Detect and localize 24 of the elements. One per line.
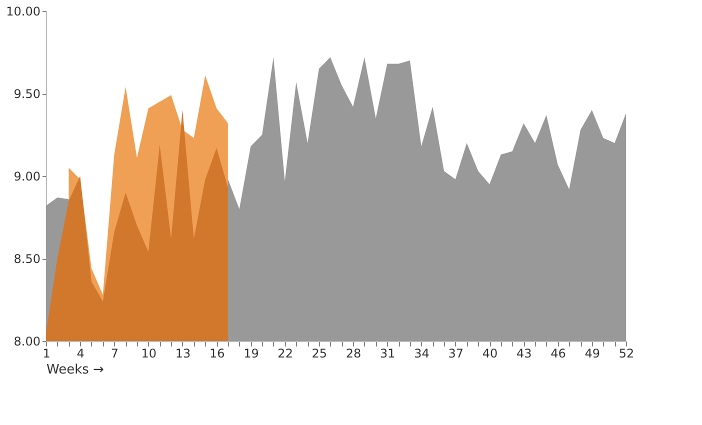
x-tick-label: 16 [209,346,225,360]
y-tick-label: 8.00 [14,334,40,348]
x-tick-label: 46 [550,346,566,360]
x-tick-label: 22 [278,346,293,360]
y-tick-label: 10.00 [6,4,40,18]
x-tick-label: 52 [618,346,634,360]
x-tick-label: 28 [346,346,362,360]
x-tick-label: 1 [42,346,50,360]
x-tick-label: 25 [312,346,328,360]
x-tick-label: 4 [76,346,84,360]
x-tick-label: 37 [448,346,464,360]
x-tick-label: 34 [414,346,430,360]
x-tick-label: 19 [244,346,259,360]
x-tick-label: 13 [175,346,191,360]
x-tick-label: 10 [141,346,156,360]
x-tick-label: 7 [110,346,119,360]
x-axis-title: Weeks → [46,362,104,378]
y-tick-label: 9.50 [14,87,40,101]
x-tick-label: 49 [584,346,600,360]
y-tick-label: 8.50 [14,252,40,266]
x-tick-label: 31 [380,346,396,360]
x-tick-label: 40 [482,346,498,360]
x-tick-label: 43 [516,346,532,360]
y-tick-label: 9.00 [14,170,40,184]
